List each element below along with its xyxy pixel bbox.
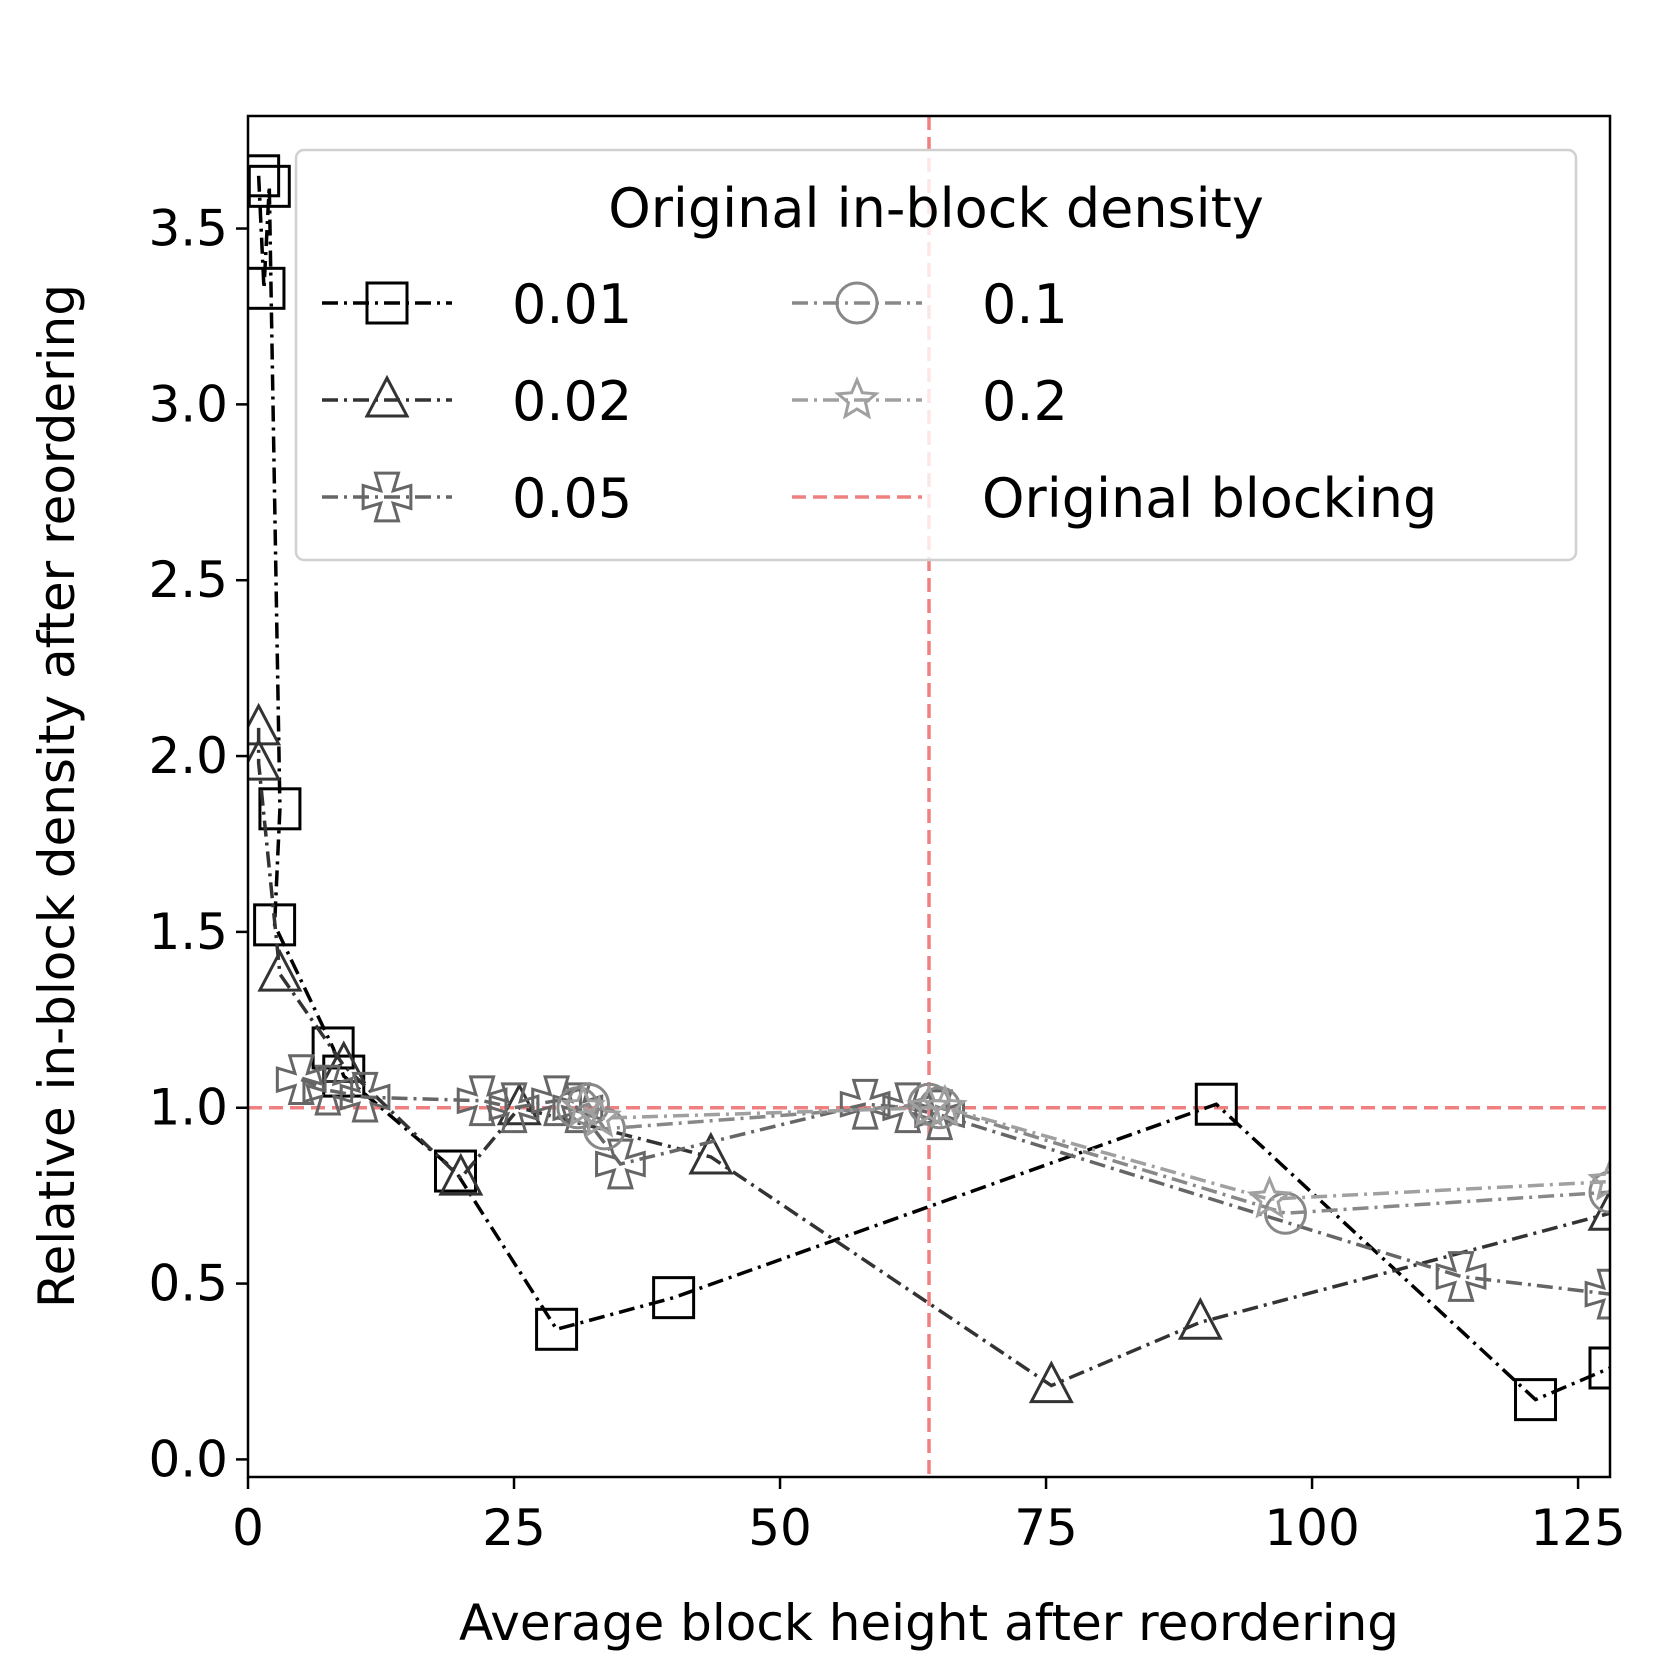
data-point: [311, 1026, 355, 1070]
y-axis-label: Relative in-block density after reorderi…: [28, 284, 86, 1308]
data-point: [906, 1083, 952, 1128]
data-point: [248, 164, 291, 208]
data-point: [1435, 1251, 1487, 1302]
legend-label: 0.2: [982, 370, 1068, 433]
legend-item: 0.1: [792, 273, 1068, 336]
data-point: [1584, 1268, 1610, 1320]
y-tick-label: 3.5: [148, 200, 228, 258]
y-tick-label: 1.0: [148, 1079, 228, 1137]
y-axis: 0.0 0.5 1.0 1.5 2.0 2.5 3.0 3.5: [148, 200, 248, 1488]
series-0.2: [560, 1083, 1610, 1219]
legend-label: Original blocking: [982, 467, 1437, 530]
data-point: [275, 1054, 327, 1105]
data-point: [1246, 1175, 1293, 1219]
x-axis: 0 25 50 75 100 125: [232, 1477, 1626, 1557]
data-point: [248, 266, 286, 310]
data-point: [576, 1094, 622, 1138]
series-line: [577, 1102, 1610, 1216]
data-point: [652, 1276, 696, 1320]
legend-item: 0.01: [322, 273, 632, 336]
legend-label: 0.01: [512, 273, 632, 336]
x-tick-label: 100: [1264, 1499, 1359, 1557]
data-point: [1587, 1157, 1610, 1201]
legend-marker: [364, 374, 410, 418]
legend-item: 0.2: [792, 370, 1068, 433]
legend-label: 0.02: [512, 370, 632, 433]
y-tick-label: 2.5: [148, 551, 228, 609]
data-point: [248, 154, 281, 198]
y-tick-label: 1.5: [148, 903, 228, 961]
legend-marker: [834, 376, 880, 420]
legend-marker: [361, 471, 413, 523]
legend-label: 0.05: [512, 467, 632, 530]
x-tick-label: 75: [1014, 1499, 1078, 1557]
x-tick-label: 125: [1530, 1499, 1625, 1557]
legend-item: Original blocking: [792, 467, 1437, 530]
legend-item: 0.05: [322, 467, 632, 530]
data-point: [438, 1152, 484, 1196]
y-tick-label: 0.5: [148, 1255, 228, 1313]
data-point: [258, 787, 302, 831]
legend-marker: [835, 281, 879, 325]
legend: Original in-block density 0.01 0.02 0.05 0.…: [294, 148, 1578, 562]
data-point: [918, 1086, 962, 1130]
data-point: [257, 948, 303, 992]
data-point: [1588, 1346, 1610, 1390]
legend-label: 0.1: [982, 273, 1068, 336]
x-tick-label: 50: [748, 1499, 812, 1557]
x-tick-label: 25: [482, 1499, 546, 1557]
data-point: [595, 1138, 646, 1190]
series-line: [256, 175, 1610, 1402]
data-point: [922, 1083, 968, 1128]
data-point: [1177, 1297, 1223, 1340]
data-point: [535, 1307, 579, 1351]
series-0.01: [248, 154, 1610, 1422]
y-tick-label: 0.0: [148, 1430, 228, 1488]
series-0.02: [248, 702, 1610, 1404]
y-tick-label: 2.0: [148, 727, 228, 785]
x-tick-label: 0: [232, 1499, 264, 1557]
data-point: [1028, 1360, 1074, 1404]
data-point: [488, 1082, 540, 1134]
data-point: [433, 1149, 477, 1193]
data-point: [1588, 1170, 1610, 1214]
data-point: [456, 1075, 508, 1127]
series-line: [582, 1105, 1610, 1201]
legend-box: [294, 148, 1578, 562]
x-axis-label: Average block height after reordering: [459, 1594, 1399, 1652]
plot-frame: [246, 114, 1612, 1479]
data-point: [1194, 1082, 1238, 1126]
plot-series: [248, 154, 1610, 1422]
legend-title: Original in-block density: [608, 177, 1264, 240]
data-point: [1514, 1378, 1558, 1422]
legend-item: 0.02: [322, 370, 632, 433]
data-point: [302, 1064, 354, 1116]
data-point: [339, 1071, 391, 1123]
y-tick-label: 3.0: [148, 375, 228, 433]
data-point: [688, 1131, 734, 1175]
legend-marker: [365, 281, 409, 325]
series-line: [256, 727, 1610, 1388]
